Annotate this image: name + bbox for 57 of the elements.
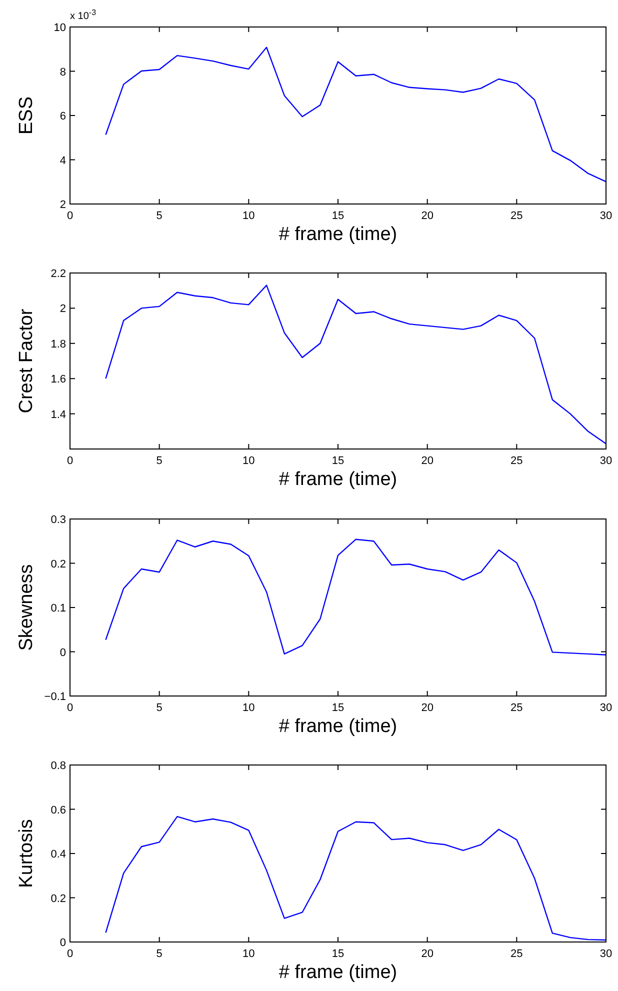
x-tick-label: 10 [242, 455, 255, 467]
x-tick-label: 25 [510, 210, 523, 222]
y-tick-label: 0.8 [50, 760, 66, 772]
x-tick-label: 30 [600, 948, 612, 960]
y-tick-label: −0.1 [44, 691, 66, 703]
y-tick-label: 0.2 [50, 892, 66, 905]
y-tick-label: 0.1 [50, 602, 66, 614]
x-tick-label: 30 [600, 702, 612, 714]
x-axis-title: # frame (time) [278, 962, 398, 983]
y-tick-label: 1.4 [50, 408, 66, 421]
y-axis-title: Skewness [16, 564, 37, 651]
x-tick-label: 20 [421, 455, 434, 467]
x-tick-label: 20 [421, 210, 434, 222]
y-tick-label: 0 [60, 937, 66, 949]
y-tick-label: 10 [54, 22, 66, 34]
y-tick-label: 1.8 [50, 338, 66, 350]
x-tick-label: 15 [332, 210, 344, 222]
line-series [105, 284, 606, 444]
y-axis-title: Crest Factor [16, 308, 37, 414]
y-tick-label: 4 [60, 154, 66, 167]
y-tick-label: 0.6 [50, 804, 66, 816]
x-tick-label: 5 [156, 948, 162, 960]
x-tick-label: 5 [156, 210, 162, 222]
x-tick-label: 10 [242, 702, 255, 714]
x-tick-label: 20 [421, 948, 434, 960]
y-tick-label: 2.2 [50, 268, 66, 280]
x-tick-label: 15 [332, 948, 344, 960]
x-tick-label: 5 [156, 702, 162, 714]
x-axis-title: # frame (time) [278, 469, 398, 490]
x-tick-label: 30 [600, 455, 612, 467]
x-axis-title: # frame (time) [278, 716, 398, 737]
x-tick-label: 10 [242, 948, 255, 960]
x-tick-label: 25 [510, 948, 523, 960]
x-tick-label: 5 [156, 455, 162, 467]
y-tick-label: 0.2 [50, 558, 66, 570]
y-tick-label: 2 [60, 199, 66, 211]
x-tick-label: 30 [600, 210, 612, 222]
y-tick-label: 0.3 [50, 514, 66, 526]
x-tick-label: 20 [421, 702, 434, 714]
y-tick-label: 6 [60, 110, 66, 122]
y-axis-title: Kurtosis [16, 819, 37, 888]
text: x 10$^{-3}$ [70, 8, 97, 22]
y-tick-label: 0.4 [50, 848, 66, 860]
x-tick-label: 15 [332, 702, 344, 714]
y-tick-label: 2 [60, 303, 66, 316]
line-series [105, 46, 606, 182]
line-series [105, 538, 606, 656]
y-tick-label: 8 [60, 66, 66, 78]
x-tick-label: 10 [242, 210, 255, 222]
y-axis-title: ESS [16, 96, 37, 135]
x-axis-title: # frame (time) [278, 224, 398, 245]
y-tick-label: 0 [60, 646, 66, 659]
x-tick-label: 15 [332, 455, 344, 467]
line-series [105, 816, 606, 941]
x-tick-label: 25 [510, 702, 523, 714]
x-tick-label: 25 [510, 455, 523, 467]
y-tick-label: 1.6 [50, 374, 66, 386]
